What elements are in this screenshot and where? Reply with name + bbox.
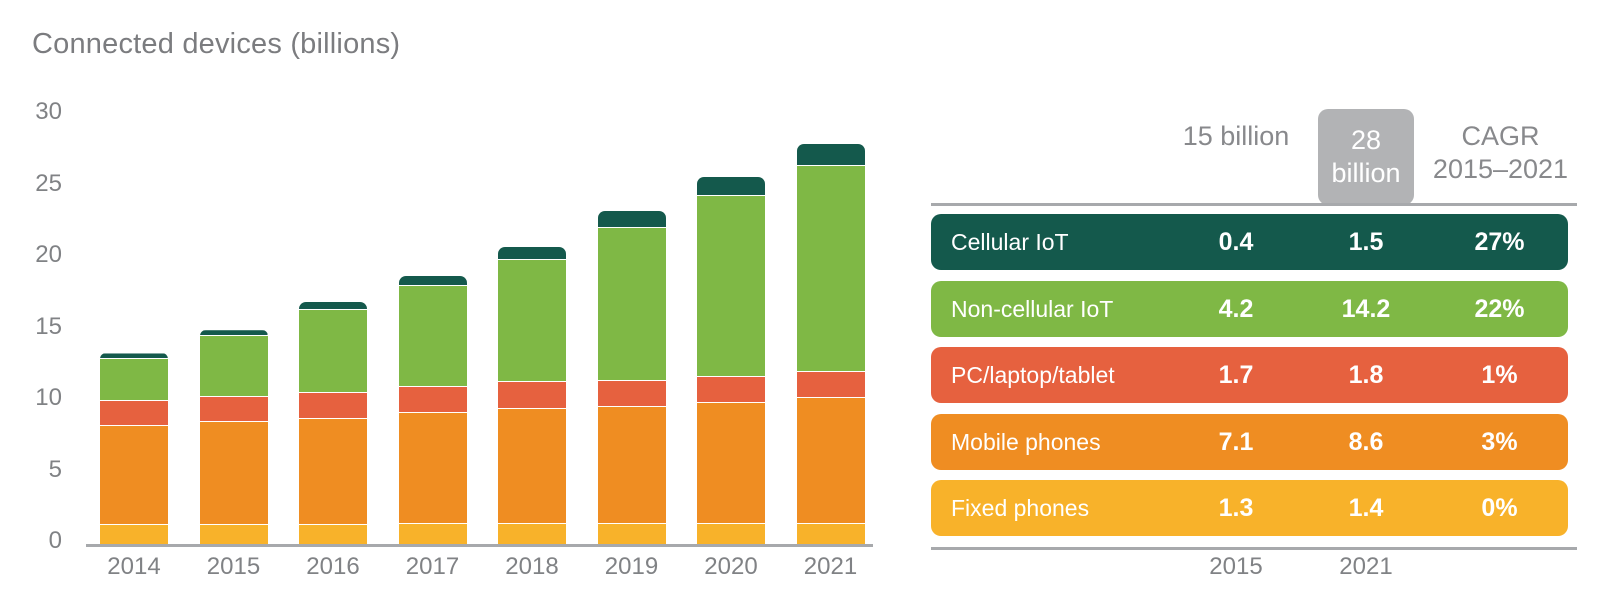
bar-segment-fixed_phones: [100, 525, 168, 544]
bar-segment-mobile_phones: [100, 426, 168, 526]
legend-row-fixed_phones: Fixed phones 1.3 1.4 0%: [931, 480, 1568, 536]
x-label-2020: 2020: [704, 553, 758, 580]
legend-row-label: PC/laptop/tablet: [951, 362, 1115, 388]
legend-row-v2015: 1.7: [1218, 361, 1254, 389]
bar-segment-cellular_iot: [498, 247, 566, 261]
x-label-2017: 2017: [405, 553, 460, 580]
bar-segment-non_cellular_iot: [398, 286, 467, 387]
legend-row-v2021: 8.6: [1348, 427, 1384, 456]
x-label-2019: 2019: [604, 553, 659, 580]
legend-row-label: Non-cellular IoT: [951, 295, 1114, 322]
bar-segment-fixed_phones: [796, 523, 865, 544]
footer-year-2021: 2021: [1339, 553, 1393, 580]
bar-segment-pc_laptop_tablet: [398, 386, 467, 414]
legend-row-v2021: 1.4: [1348, 494, 1384, 522]
legend-row-v2015: 1.3: [1218, 494, 1254, 522]
header-15-billion: 15 billion: [1182, 121, 1290, 151]
bar-segment-cellular_iot: [299, 302, 367, 310]
legend-row-v2015: 0.4: [1218, 228, 1254, 256]
legend-row-label: Mobile phones: [951, 428, 1101, 455]
y-tick-0: 0: [48, 527, 62, 554]
bar-segment-mobile_phones: [299, 418, 367, 526]
legend-row-v2021: 1.5: [1348, 228, 1384, 256]
legend-row-mobile_phones: Mobile phones 7.1 8.6 3%: [931, 413, 1568, 470]
legend-row-cagr: 0%: [1481, 494, 1518, 522]
x-label-2018: 2018: [505, 553, 559, 580]
legend-row-v2021: 14.2: [1341, 294, 1391, 323]
bar-2018: [498, 247, 566, 544]
x-label-2015: 2015: [206, 553, 261, 580]
legend-row-label: Cellular IoT: [951, 229, 1069, 255]
bar-segment-non_cellular_iot: [100, 359, 168, 402]
legend-row-non_cellular_iot: Non-cellular IoT 4.2 14.2 22%: [931, 280, 1568, 337]
bar-segment-fixed_phones: [498, 523, 566, 544]
bar-segment-fixed_phones: [697, 523, 765, 544]
bar-segment-fixed_phones: [398, 523, 467, 544]
header-28-billion-badge: 28 billion: [1318, 109, 1414, 205]
y-tick-10: 10: [35, 384, 62, 411]
bar-2019: [597, 210, 666, 544]
y-tick-30: 30: [35, 98, 62, 125]
legend-row-cagr: 27%: [1474, 228, 1525, 256]
legend-row-label: Fixed phones: [951, 495, 1090, 521]
bar-segment-fixed_phones: [199, 525, 268, 544]
bar-segment-cellular_iot: [597, 210, 666, 229]
header-cagr: CAGR 2015–2021: [1432, 121, 1569, 184]
bar-segment-mobile_phones: [199, 421, 268, 526]
bar-segment-pc_laptop_tablet: [796, 372, 865, 399]
bar-2015: [199, 330, 268, 544]
y-tick-5: 5: [48, 455, 62, 483]
bar-segment-pc_laptop_tablet: [299, 392, 367, 419]
legend-row-cagr: 22%: [1474, 294, 1525, 323]
bar-segment-pc_laptop_tablet: [100, 401, 168, 427]
bar-segment-non_cellular_iot: [697, 196, 765, 377]
legend-row-pc_laptop_tablet: PC/laptop/tablet 1.7 1.8 1%: [931, 347, 1568, 403]
x-label-2014: 2014: [107, 553, 161, 580]
bar-segment-non_cellular_iot: [199, 335, 268, 398]
legend-row-cellular_iot: Cellular IoT 0.4 1.5 27%: [931, 214, 1568, 270]
legend-row-cagr: 3%: [1481, 427, 1518, 456]
bar-segment-non_cellular_iot: [299, 309, 367, 393]
y-tick-20: 20: [35, 241, 62, 268]
bar-2020: [697, 177, 765, 544]
legend-row-cagr: 1%: [1481, 361, 1518, 389]
bar-2017: [398, 276, 467, 544]
legend-row-v2015: 7.1: [1218, 427, 1254, 456]
bar-segment-fixed_phones: [597, 523, 666, 544]
x-label-2021: 2021: [803, 553, 858, 580]
bar-segment-mobile_phones: [697, 402, 765, 524]
bar-2014: [100, 353, 168, 544]
bar-segment-mobile_phones: [398, 413, 467, 524]
bar-segment-non_cellular_iot: [498, 260, 566, 383]
bar-segment-non_cellular_iot: [796, 165, 865, 373]
bar-2016: [299, 302, 367, 544]
bar-segment-cellular_iot: [100, 353, 168, 360]
bar-segment-fixed_phones: [299, 525, 367, 544]
bar-2021: [796, 143, 865, 544]
bar-segment-pc_laptop_tablet: [597, 381, 666, 408]
bar-segment-non_cellular_iot: [597, 228, 666, 382]
bar-segment-pc_laptop_tablet: [498, 382, 566, 409]
table-top-rule: [931, 203, 1577, 206]
bar-segment-pc_laptop_tablet: [697, 376, 765, 403]
footer-year-2015: 2015: [1209, 553, 1263, 580]
bar-segment-cellular_iot: [199, 330, 268, 336]
legend-row-v2021: 1.8: [1348, 361, 1384, 389]
bar-segment-mobile_phones: [597, 407, 666, 524]
y-tick-25: 25: [35, 169, 62, 197]
bar-segment-mobile_phones: [796, 398, 865, 524]
x-axis-line: [86, 544, 873, 547]
bar-segment-pc_laptop_tablet: [199, 397, 268, 422]
bar-segment-mobile_phones: [498, 408, 566, 524]
y-tick-15: 15: [35, 312, 62, 340]
bar-segment-cellular_iot: [796, 143, 865, 166]
table-bottom-rule: [931, 547, 1577, 550]
x-label-2016: 2016: [306, 553, 360, 580]
chart-title: Connected devices (billions): [32, 28, 401, 60]
bar-segment-cellular_iot: [697, 177, 765, 197]
bar-segment-cellular_iot: [398, 276, 467, 287]
legend-table: 15 billion 28 billion CAGR 2015–2021 Cel…: [931, 0, 1577, 612]
legend-row-v2015: 4.2: [1218, 294, 1254, 323]
